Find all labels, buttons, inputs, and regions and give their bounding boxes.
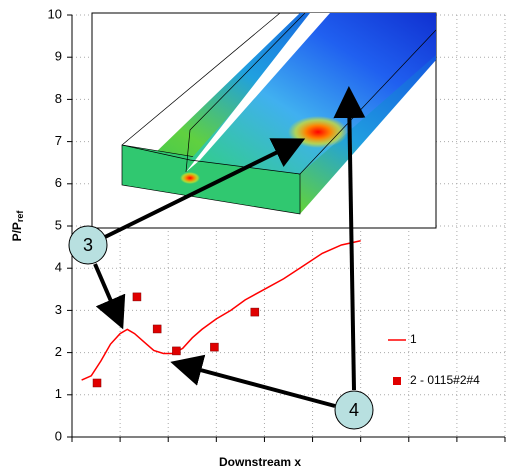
y-tick-label: 4 <box>55 260 62 275</box>
inset-image <box>92 13 436 228</box>
y-tick-label: 7 <box>55 133 62 148</box>
hot-spot <box>180 172 200 184</box>
point <box>133 293 141 301</box>
y-tick-label: 9 <box>55 49 62 64</box>
y-tick-label: 1 <box>55 386 62 401</box>
y-label-sub: ref <box>15 210 25 223</box>
y-tick-label: 6 <box>55 175 62 190</box>
point <box>251 308 259 316</box>
y-tick-label: 2 <box>55 344 62 359</box>
point <box>93 379 101 387</box>
point <box>210 343 218 351</box>
y-tick-label: 8 <box>55 91 62 106</box>
arrow <box>95 264 120 322</box>
line <box>82 241 361 380</box>
annotation: 3 <box>83 235 93 255</box>
y-tick-label: 5 <box>55 217 62 232</box>
annotation: 4 <box>349 400 359 420</box>
y-label-main: P/P <box>10 222 24 241</box>
legend-marker <box>393 377 401 385</box>
y-axis-label: P/Pref <box>10 210 25 242</box>
point <box>153 325 161 333</box>
y-tick-label: 0 <box>55 428 62 443</box>
arrow <box>178 364 335 406</box>
legend-label: 1 <box>410 332 417 346</box>
chart: 0 1 2 3 4 5 6 7 8 9 10 1 2 - 0115#2#4 3 4 P/Pref Dow… <box>0 0 507 471</box>
x-axis-label: Downstream x <box>219 455 301 469</box>
y-tick-label: 10 <box>48 6 62 21</box>
legend-label: 2 - 0115#2#4 <box>410 373 480 387</box>
y-tick-label: 3 <box>55 302 62 317</box>
point <box>172 347 180 355</box>
